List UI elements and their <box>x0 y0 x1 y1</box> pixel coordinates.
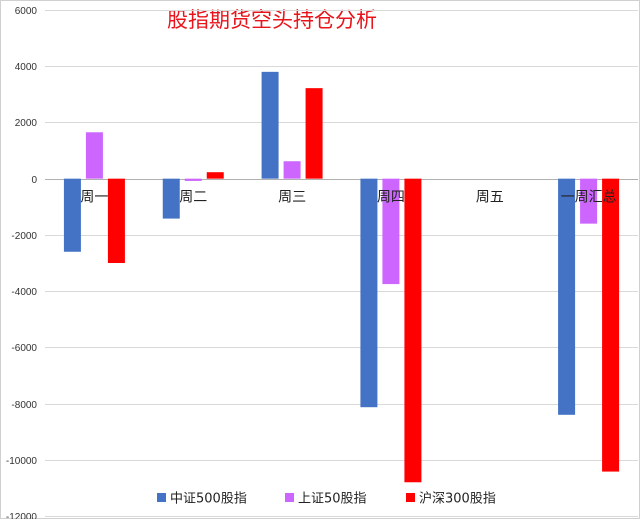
legend-label-1: 上证50股指 <box>298 492 367 507</box>
category-label-0: 周一 <box>80 190 108 206</box>
bar-0-1 <box>85 132 103 179</box>
y-tick-label-8: -10000 <box>6 456 38 467</box>
bar-1-1 <box>184 178 202 181</box>
category-label-2: 周三 <box>278 190 306 206</box>
bar-1-0 <box>162 178 180 219</box>
y-tick-label-5: -4000 <box>11 287 37 298</box>
legend-swatch-2 <box>406 493 415 502</box>
chart-title: 股指期货空头持仓分析 <box>167 8 377 32</box>
legend-label-2: 沪深300股指 <box>419 491 496 507</box>
legend-swatch-1 <box>285 493 294 502</box>
legend-label-0: 中证500股指 <box>170 492 247 507</box>
category-label-4: 周五 <box>476 190 504 206</box>
bar-5-1 <box>580 178 598 224</box>
category-label-1: 周二 <box>179 190 207 206</box>
legend: 中证500股指 上证50股指 沪深300股指 <box>157 491 496 507</box>
y-tick-label-2: 2000 <box>15 118 38 129</box>
bar-1-2 <box>206 172 224 179</box>
category-labels: 周一 周二 周三 周四 周五 一周汇总 <box>80 190 616 206</box>
bar-0-2 <box>107 178 125 263</box>
y-tick-label-7: -8000 <box>11 400 37 411</box>
bar-2-0 <box>261 71 279 179</box>
bar-3-0 <box>360 178 378 408</box>
y-tick-label-9: -12000 <box>6 512 38 519</box>
bar-3-2 <box>404 178 422 483</box>
gridlines <box>45 10 638 517</box>
category-label-5: 一周汇总 <box>561 190 617 206</box>
bar-2-2 <box>305 88 323 179</box>
bar-3-1 <box>382 178 400 285</box>
y-tick-labels: 6000 4000 2000 0 -2000 -4000 -6000 -8000 -10000 -… <box>6 6 38 519</box>
legend-swatch-0 <box>157 493 166 502</box>
bar-5-2 <box>602 178 620 472</box>
y-tick-label-3: 0 <box>31 175 37 186</box>
y-tick-label-6: -6000 <box>11 343 37 354</box>
bar-0-0 <box>63 178 81 252</box>
y-tick-label-4: -2000 <box>11 231 37 242</box>
bar-5-0 <box>558 178 576 415</box>
bars <box>63 71 620 483</box>
y-tick-label-0: 6000 <box>15 6 38 17</box>
y-tick-label-1: 4000 <box>15 62 38 73</box>
bar-2-1 <box>283 161 301 179</box>
category-label-3: 周四 <box>377 190 405 206</box>
